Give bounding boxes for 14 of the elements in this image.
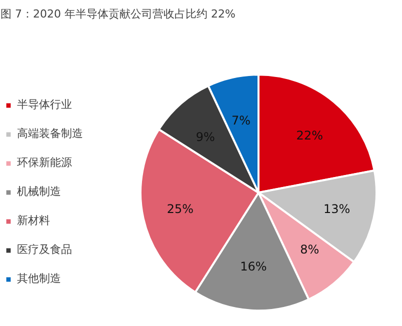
data-label: 8% bbox=[300, 242, 320, 257]
data-label: 13% bbox=[323, 202, 350, 216]
chart-title: 图 7：2020 年半导体贡献公司营收占比约 22% bbox=[0, 8, 236, 20]
data-label: 7% bbox=[231, 113, 251, 128]
data-label: 16% bbox=[240, 260, 267, 274]
legend-label: 机械制造 bbox=[17, 184, 61, 199]
legend-label: 医疗及食品 bbox=[17, 242, 72, 257]
legend-label: 其他制造 bbox=[17, 271, 61, 286]
legend-label: 新材料 bbox=[17, 213, 50, 228]
legend-label: 半导体行业 bbox=[17, 97, 72, 112]
legend-label: 环保新能源 bbox=[17, 155, 72, 170]
legend-label: 高端装备制造 bbox=[17, 126, 83, 141]
data-label: 22% bbox=[296, 128, 323, 143]
data-label: 25% bbox=[166, 202, 194, 216]
